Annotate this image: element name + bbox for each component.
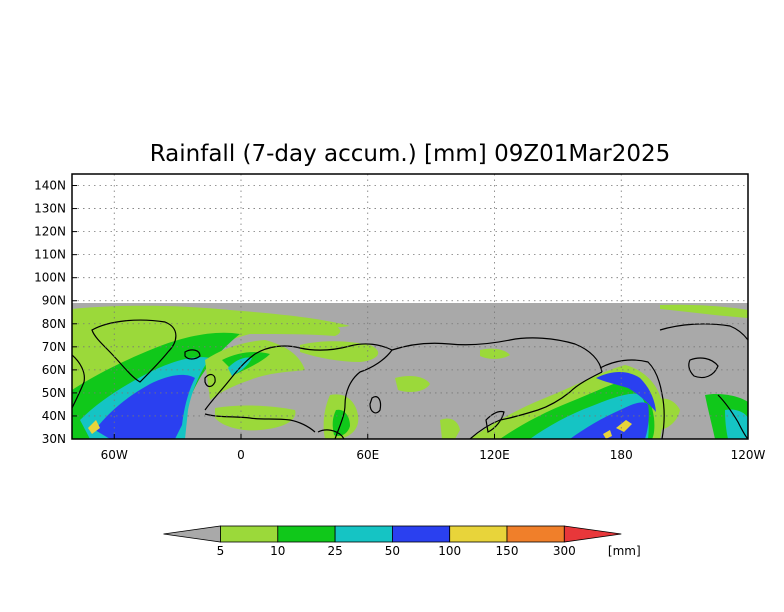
lat-tick-label: 50N (42, 386, 66, 400)
lon-tick-label: 120W (731, 448, 766, 462)
rain-area-central-asia (395, 376, 430, 392)
coast-siberia (391, 337, 603, 373)
lat-tick-label: 30N (42, 432, 66, 446)
coast-canada-east (72, 354, 85, 409)
colorbar-bin (277, 525, 336, 543)
rainfall-field (72, 303, 748, 439)
coast-caspian (369, 396, 382, 414)
rain-area-north-america-east-heavy (725, 409, 748, 439)
colorbar-bin (220, 525, 279, 543)
coast-north-america-arctic (659, 323, 748, 341)
coast-mediterranean (204, 413, 316, 433)
lat-tick-label: 70N (42, 340, 66, 354)
colorbar-label: 50 (385, 544, 400, 558)
lon-tick-label: 0 (237, 448, 245, 462)
rain-area-north-america-west (655, 398, 680, 430)
lat-tick-label: 100N (34, 271, 66, 285)
coast-iceland (184, 349, 201, 360)
coast-arabia (317, 429, 345, 439)
lat-tick-label: 120N (34, 225, 66, 239)
map-title: Rainfall (7-day accum.) [mm] 09Z01Mar202… (150, 141, 671, 167)
latitude-axis: 30N 40N 50N 60N 70N 80N 90N 100N 110N 120N 130N 140… (34, 179, 77, 446)
rain-area-atlantic-very-heavy (95, 374, 195, 439)
coast-us-east (717, 394, 748, 439)
colorbar-bin (334, 525, 393, 543)
rain-area-atlantic-extreme (88, 420, 100, 434)
colorbar-bin (391, 525, 451, 543)
lon-tick-label: 180 (610, 448, 633, 462)
colorbar-label: 25 (327, 544, 342, 558)
lat-tick-label: 110N (34, 248, 66, 262)
colorbar-over-arrow (563, 525, 622, 543)
rain-area-siberia (480, 348, 510, 359)
coast-alaska (599, 359, 665, 439)
colorbar-label: 10 (270, 544, 285, 558)
rain-area-east-asia-small (440, 418, 460, 439)
map-gridlines (72, 174, 748, 439)
lat-tick-label: 60N (42, 363, 66, 377)
coast-japan (485, 410, 505, 433)
coast-british-isles (204, 373, 216, 388)
rain-area-pacific-very-heavy (570, 402, 649, 439)
colorbar-label: 300 (553, 544, 576, 558)
coast-hudson-bay (688, 357, 719, 379)
rain-area-alaska-coast (596, 372, 656, 412)
colorbar-under-arrow (163, 525, 221, 543)
lon-tick-label: 60E (356, 448, 379, 462)
colorbar-unit: [mm] (608, 544, 641, 558)
colorbar-label: 150 (496, 544, 519, 558)
rain-area-mediterranean (215, 405, 296, 431)
rain-area-canada-arctic (660, 304, 748, 318)
colorbar: 5 10 25 50 100 150 300 [mm] (163, 525, 641, 558)
rain-area-arctic-barents (250, 320, 341, 336)
longitude-axis: 60W 0 60E 120E 180 120W (101, 434, 766, 462)
coastlines (72, 319, 748, 439)
lat-tick-label: 40N (42, 409, 66, 423)
colorbar-bin (506, 525, 565, 543)
rain-area-pacific-extreme-2 (603, 430, 612, 439)
coast-east-asia (469, 371, 603, 439)
coast-europe (204, 343, 393, 439)
lat-tick-label: 90N (42, 294, 66, 308)
lon-tick-label: 120E (479, 448, 510, 462)
lat-tick-label: 80N (42, 317, 66, 331)
coast-greenland (91, 319, 177, 383)
rain-area-pacific-extreme (616, 420, 632, 432)
lon-tick-label: 60W (101, 448, 128, 462)
colorbar-label: 100 (438, 544, 461, 558)
plot-frame (71, 173, 749, 440)
rain-area-arctic-atlantic (72, 305, 350, 420)
lat-tick-label: 140N (34, 179, 66, 193)
lat-tick-label: 130N (34, 202, 66, 216)
colorbar-label: 5 (217, 544, 225, 558)
colorbar-bin (449, 525, 508, 543)
